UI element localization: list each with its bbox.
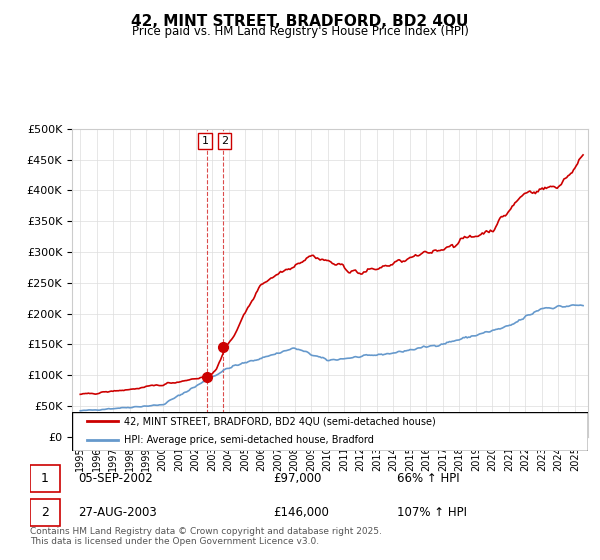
Text: £146,000: £146,000 [273,506,329,519]
Text: Contains HM Land Registry data © Crown copyright and database right 2025.
This d: Contains HM Land Registry data © Crown c… [30,526,382,546]
Text: 42, MINT STREET, BRADFORD, BD2 4QU: 42, MINT STREET, BRADFORD, BD2 4QU [131,14,469,29]
FancyBboxPatch shape [30,465,60,492]
Text: 1: 1 [202,136,209,146]
Text: 1: 1 [41,472,49,486]
Text: Price paid vs. HM Land Registry's House Price Index (HPI): Price paid vs. HM Land Registry's House … [131,25,469,38]
FancyBboxPatch shape [72,412,588,451]
Text: 27-AUG-2003: 27-AUG-2003 [79,506,157,519]
Text: £97,000: £97,000 [273,472,322,486]
Text: 2: 2 [221,136,228,146]
Text: 66% ↑ HPI: 66% ↑ HPI [397,472,460,486]
Text: 107% ↑ HPI: 107% ↑ HPI [397,506,467,519]
Text: 2: 2 [41,506,49,519]
Text: 42, MINT STREET, BRADFORD, BD2 4QU (semi-detached house): 42, MINT STREET, BRADFORD, BD2 4QU (semi… [124,417,436,426]
FancyBboxPatch shape [30,499,60,526]
Text: HPI: Average price, semi-detached house, Bradford: HPI: Average price, semi-detached house,… [124,435,373,445]
Text: 05-SEP-2002: 05-SEP-2002 [79,472,154,486]
